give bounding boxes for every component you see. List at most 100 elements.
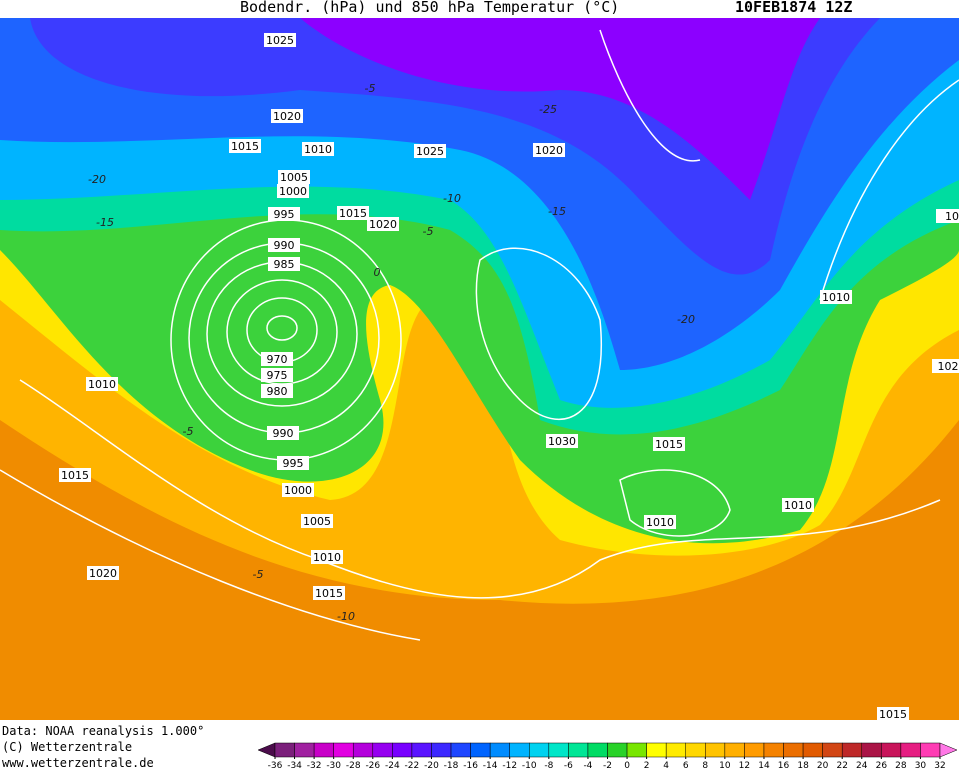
isobar-label: 1010: [822, 291, 850, 304]
colorbar-bin: [470, 742, 491, 758]
colorbar-tick-label: 4: [663, 761, 669, 770]
source: Data: NOAA reanalysis 1.000°: [2, 724, 204, 738]
isobar-label-box: [268, 257, 300, 271]
colorbar-tick-label: 0: [624, 761, 630, 770]
isobar-label-box: [268, 207, 300, 221]
colorbar-tick-label: 2: [644, 761, 650, 770]
colorbar-bin: [626, 742, 647, 758]
isobar-label: 1015: [879, 708, 907, 721]
colorbar-tick-label: -24: [385, 761, 400, 770]
isobar-label-box: [277, 184, 309, 198]
colorbar-bin: [783, 742, 804, 758]
isobar-label: 1030: [548, 435, 576, 448]
temperature-label: -25: [539, 103, 557, 116]
colorbar-tick-label: -8: [544, 761, 553, 770]
colorbar-tick-label: 10: [719, 761, 731, 770]
temperature-label: -20: [88, 173, 106, 186]
temperature-label: -5: [423, 225, 434, 238]
colorbar-bin: [313, 742, 334, 758]
colorbar-bin: [763, 742, 784, 758]
isobar-label: 1025: [266, 34, 294, 47]
isobar-label: 1010: [784, 499, 812, 512]
temperature-label: -5: [253, 568, 264, 581]
colorbar-tick-label: 28: [895, 761, 907, 770]
colorbar-bin: [548, 742, 569, 758]
colorbar-tick-label: -16: [463, 761, 478, 770]
isobar-label: 1020: [369, 218, 397, 231]
isobar-label: 1005: [280, 171, 308, 184]
isobar-label-box: [59, 468, 91, 482]
isobar-label-box: [267, 426, 299, 440]
isobar-label: 102: [938, 360, 959, 373]
isobar-label: 1020: [535, 144, 563, 157]
map-fields: [0, 18, 959, 720]
isobar-label: 1010: [313, 551, 341, 564]
isobar-label-box: [261, 352, 293, 366]
isobar-label-box: [268, 238, 300, 252]
isobar-label-box: [533, 143, 565, 157]
colorbar-bin: [900, 742, 921, 758]
colorbar-bin: [607, 742, 628, 758]
colorbar-tick-label: 18: [797, 761, 809, 770]
isobar-label-box: [229, 139, 261, 153]
colorbar-bin: [392, 742, 413, 758]
colorbar-tick-label: 24: [856, 761, 868, 770]
isobar-label: 1010: [646, 516, 674, 529]
colorbar-tick-label: -10: [522, 761, 537, 770]
isobar-label-box: [311, 550, 343, 564]
colorbar-bin: [529, 742, 550, 758]
colorbar-bin: [509, 742, 530, 758]
colorbar-bin: [274, 742, 295, 758]
title: Bodendr. (hPa) und 850 hPa Temperatur (°…: [240, 0, 619, 16]
colorbar-bin: [705, 742, 726, 758]
isobar-label-box: [278, 170, 310, 184]
isobar-label: 1015: [61, 469, 89, 482]
colorbar-tick-label: 26: [876, 761, 888, 770]
temperature-label: -5: [183, 425, 194, 438]
isobar-label: 1015: [655, 438, 683, 451]
isobar-label-box: [820, 290, 852, 304]
colorbar-bin: [646, 742, 667, 758]
colorbar-tick-label: -6: [564, 761, 573, 770]
colorbar-tick-label: -18: [444, 761, 459, 770]
isobar-label-box: [644, 515, 676, 529]
url: www.wetterzentrale.de: [2, 756, 154, 770]
colorbar-bin: [587, 742, 608, 758]
isobar-label: 990: [274, 239, 295, 252]
isobar-label-box: [936, 209, 959, 223]
colorbar-bin: [333, 742, 354, 758]
colorbar-bin: [450, 742, 471, 758]
colorbar-tick-label: -2: [603, 761, 612, 770]
colorbar-tick-label: 20: [817, 761, 829, 770]
colorbar-bin: [724, 742, 745, 758]
temperature-label: -10: [443, 192, 461, 205]
colorbar-tick-label: -26: [365, 761, 380, 770]
colorbar-tick-label: -34: [287, 761, 302, 770]
temperature-label: -10: [337, 610, 355, 623]
isobar-label: 985: [274, 258, 295, 271]
colorbar-tick-label: -12: [502, 761, 517, 770]
colorbar-tick-label: -4: [583, 761, 592, 770]
colorbar-arrow: [939, 742, 958, 758]
temperature-label: -15: [548, 205, 566, 218]
isobar-label: 10: [945, 210, 959, 223]
colorbar-tick-label: -30: [326, 761, 341, 770]
isobar-label-box: [277, 456, 309, 470]
colorbar-tick-label: 14: [758, 761, 770, 770]
colorbar-bin: [881, 742, 902, 758]
isobar-label: 995: [283, 457, 304, 470]
isobar-label: 1000: [284, 484, 312, 497]
colorbar-bin: [411, 742, 432, 758]
isobar-label: 1015: [231, 140, 259, 153]
isobar-label: 995: [274, 208, 295, 221]
colorbar-tick-label: 6: [683, 761, 689, 770]
isobar-label-box: [367, 217, 399, 231]
isobar-label-box: [86, 377, 118, 391]
colorbar-bin: [841, 742, 863, 758]
colorbar-tick-label: -22: [405, 761, 420, 770]
isobar-label-box: [782, 498, 814, 512]
isobar-label: 990: [273, 427, 294, 440]
isobar-label-box: [414, 144, 446, 158]
colorbar-bin: [744, 742, 765, 758]
